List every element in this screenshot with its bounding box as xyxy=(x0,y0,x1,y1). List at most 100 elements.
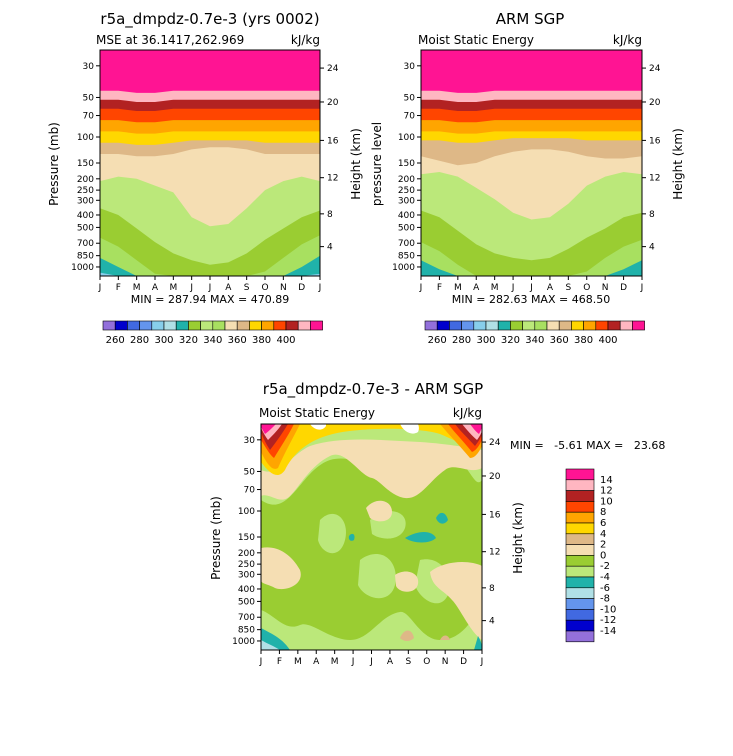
panel1-ytick-label: 500 xyxy=(77,223,94,233)
panel2-colorbar-swatch xyxy=(485,320,499,331)
panel1-month-label: J xyxy=(98,283,102,293)
panel1-month-label: J xyxy=(189,283,193,293)
diff-band-0-2 xyxy=(366,500,392,522)
panel1-ylabel-right: Height (km) xyxy=(349,128,363,199)
panel1-month-label: S xyxy=(244,283,250,293)
panel1-colorbar-swatch xyxy=(175,320,189,331)
panel2-height-tick-label: 16 xyxy=(649,136,661,146)
panel3-colorbar-label: 2 xyxy=(600,540,606,551)
panel3-ytick-label: 500 xyxy=(238,597,255,607)
panel1-month-label: D xyxy=(298,283,305,293)
panel1-colorbar-swatch xyxy=(285,320,299,331)
panel3-ytick-label: 150 xyxy=(238,533,255,543)
panel2-ytick-label: 700 xyxy=(398,239,415,249)
panel3-colorbar-swatch xyxy=(565,490,595,502)
panel2-colorbar-swatch xyxy=(461,320,475,331)
panel3-month-label: N xyxy=(442,657,449,667)
panel1-height-tick-label: 16 xyxy=(327,136,339,146)
panel1-ytick-label: 250 xyxy=(77,186,94,196)
panel3-colorbar-label: -4 xyxy=(600,572,610,583)
panel3-month-label: J xyxy=(259,657,263,667)
panel2-colorbar-swatch xyxy=(436,320,450,331)
diff-band-0-2 xyxy=(261,439,482,500)
panel1-colorbar-label: 380 xyxy=(252,335,271,346)
panel3-colorbar-swatch xyxy=(565,479,595,491)
panel2-ytick-label: 400 xyxy=(398,211,415,221)
panel3-ytick-label: 1000 xyxy=(232,637,255,647)
panel3-ytick-label: 700 xyxy=(238,613,255,623)
panel3-colorbar-swatch xyxy=(565,501,595,513)
panel1-colorbar-label: 300 xyxy=(154,335,173,346)
model-panel: r5a_dmpdz-0.7e-3 (yrs 0002) MSE at 36.14… xyxy=(47,10,363,346)
panel2-ytick-label: 150 xyxy=(398,159,415,169)
difference-panel: r5a_dmpdz-0.7e-3 - ARM SGP Moist Static … xyxy=(209,380,665,667)
diff-band-neg8-neg6 xyxy=(261,640,280,650)
panel1-month-label: O xyxy=(261,283,268,293)
diff-band-2-4 xyxy=(400,630,414,641)
panel1-colorbar-label: 400 xyxy=(276,335,295,346)
panel2-height-tick-label: 8 xyxy=(649,210,655,220)
panel1-height-tick-label: 12 xyxy=(327,174,338,184)
panel2-month-label: N xyxy=(602,283,609,293)
panel1-title: r5a_dmpdz-0.7e-3 (yrs 0002) xyxy=(100,10,319,29)
panel2-colorbar-swatch xyxy=(534,320,548,331)
panel2-colorbar-swatch xyxy=(583,320,597,331)
panel3-colorbar-swatch xyxy=(565,565,595,578)
panel3-month-label: J xyxy=(369,657,373,667)
panel2-ytick-label: 300 xyxy=(398,196,415,206)
panel1-ytick-label: 1000 xyxy=(71,263,94,273)
panel2-colorbar: 260 280 300 320 340 360 380 400 xyxy=(424,320,645,346)
diff-patch xyxy=(318,513,346,554)
panel2-colorbar-swatch xyxy=(595,320,609,331)
panel2-band-290 xyxy=(421,260,642,276)
panel1-colorbar-swatch xyxy=(151,320,165,331)
panel2-ylabel-right: Height (km) xyxy=(671,128,685,199)
panel1-colorbar-swatch xyxy=(114,320,128,331)
panel1-month-label: A xyxy=(225,283,232,293)
panel1-colorbar-swatch xyxy=(188,320,201,331)
panel1-ytick-label: 700 xyxy=(77,239,94,249)
panel1-stats: MIN = 287.94 MAX = 470.89 xyxy=(131,293,289,306)
diff-band-14 xyxy=(261,424,276,434)
panel1-month-label: M xyxy=(169,283,177,293)
panel1-colorbar-label: 280 xyxy=(130,335,149,346)
panel1-colorbar-swatch xyxy=(249,320,262,331)
panel1-band-310 xyxy=(100,208,320,276)
panel3-month-label: M xyxy=(294,657,302,667)
panel1-ytick-label: 850 xyxy=(77,252,94,262)
panel2-month-label: J xyxy=(511,283,515,293)
panel1-colorbar-swatch xyxy=(212,320,226,331)
panel3-month-label: S xyxy=(405,657,411,667)
panel3-ytick-label: 300 xyxy=(238,570,255,580)
panel2-subtitle: Moist Static Energy xyxy=(418,33,534,47)
panel3-colorbar-swatch xyxy=(565,555,595,567)
panel3-month-label: A xyxy=(387,657,394,667)
panel1-colorbar-swatch xyxy=(273,320,287,331)
panel2-colorbar-label: 380 xyxy=(574,335,593,346)
panel2-height-tick-label: 20 xyxy=(649,98,661,108)
panel2-colorbar-swatch xyxy=(558,320,572,331)
panel2-units: kJ/kg xyxy=(613,33,642,47)
panel3-height-tick-label: 16 xyxy=(489,510,501,520)
diff-band-neg6-neg4 xyxy=(348,533,355,541)
panel3-height-tick-label: 4 xyxy=(489,617,495,627)
panel1-colorbar-swatch xyxy=(102,320,116,331)
panel3-stats: MIN = -5.61 MAX = 23.68 xyxy=(510,439,665,452)
diff-gap xyxy=(400,424,419,434)
panel3-colorbar-swatch xyxy=(565,598,595,610)
panel3-colorbar-label: -14 xyxy=(600,626,616,637)
panel2-height-tick-label: 24 xyxy=(649,64,661,74)
panel3-ytick-label: 200 xyxy=(238,549,255,559)
panel3-colorbar-label: 0 xyxy=(600,550,606,561)
panel2-colorbar-label: 360 xyxy=(550,335,569,346)
panel2-month-label: J xyxy=(419,283,423,293)
panel2-colorbar-swatch xyxy=(449,320,462,331)
panel1-colorbar-swatch xyxy=(139,320,153,331)
panel1-month-label: M xyxy=(133,283,141,293)
panel3-ytick-label: 400 xyxy=(238,585,255,595)
panel2-month-label: A xyxy=(473,283,480,293)
panel2-ytick-label: 500 xyxy=(398,223,415,233)
panel3-ytick-label: 30 xyxy=(244,436,256,446)
panel2-colorbar-label: 340 xyxy=(525,335,544,346)
